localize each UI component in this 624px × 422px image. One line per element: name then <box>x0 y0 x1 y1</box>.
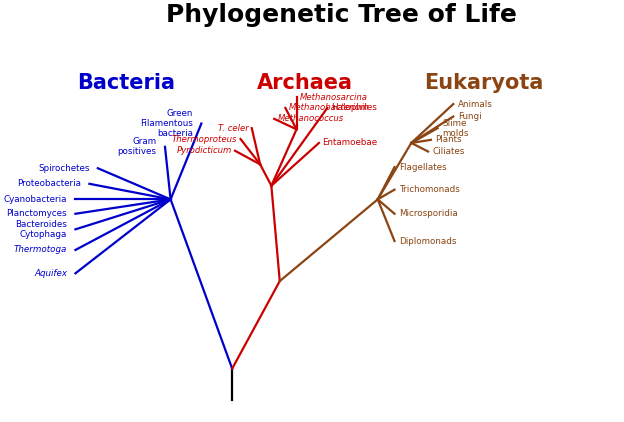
Text: Thermotoga: Thermotoga <box>14 246 67 254</box>
Text: Thermoproteus: Thermoproteus <box>172 135 237 143</box>
Text: Diplomonads: Diplomonads <box>399 236 457 246</box>
Text: Gram
positives: Gram positives <box>117 138 157 156</box>
Text: Trichomonads: Trichomonads <box>399 185 460 194</box>
Text: Eukaryota: Eukaryota <box>424 73 544 93</box>
Text: Planctomyces: Planctomyces <box>6 209 67 218</box>
Text: Fungi: Fungi <box>458 112 481 121</box>
Text: Green
Filamentous
bacteria: Green Filamentous bacteria <box>140 109 193 138</box>
Text: Entamoebae: Entamoebae <box>323 138 378 147</box>
Text: Proteobacteria: Proteobacteria <box>17 179 81 188</box>
Text: Bacteroides
Cytophaga: Bacteroides Cytophaga <box>15 220 67 239</box>
Text: Microsporidia: Microsporidia <box>399 209 458 218</box>
Text: Halophiles: Halophiles <box>331 103 376 112</box>
Text: Bacteria: Bacteria <box>77 73 175 93</box>
Text: Animals: Animals <box>458 100 492 108</box>
Text: T. celer: T. celer <box>218 124 248 133</box>
Text: Methanococcus: Methanococcus <box>278 114 344 123</box>
Title: Phylogenetic Tree of Life: Phylogenetic Tree of Life <box>166 3 517 27</box>
Text: Methanosarcina: Methanosarcina <box>300 92 368 102</box>
Text: Slime
molds: Slime molds <box>442 119 469 138</box>
Text: Flagellates: Flagellates <box>399 162 447 172</box>
Text: Methanobacterium: Methanobacterium <box>289 103 369 112</box>
Text: Plants: Plants <box>436 135 462 144</box>
Text: Archaea: Archaea <box>257 73 353 93</box>
Text: Aquifex: Aquifex <box>34 269 67 278</box>
Text: Pyrodicticum: Pyrodicticum <box>177 146 232 155</box>
Text: Cyanobacteria: Cyanobacteria <box>4 195 67 204</box>
Text: Ciliates: Ciliates <box>432 147 465 156</box>
Text: Spirochetes: Spirochetes <box>38 164 89 173</box>
